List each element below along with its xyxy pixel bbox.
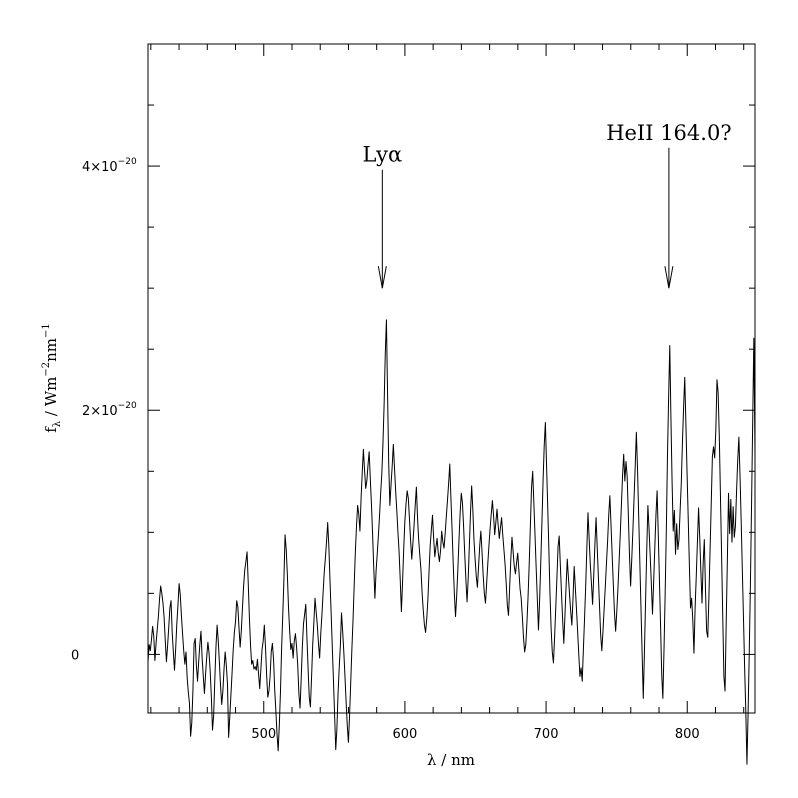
x-tick-label: 800 xyxy=(675,727,700,742)
axis-ticks xyxy=(148,43,755,713)
plot-frame xyxy=(147,43,756,714)
annotation-label: Lyα xyxy=(363,143,403,167)
y-tick-label: 0 xyxy=(71,648,79,663)
x-tick-labels: 500 600 700 800 xyxy=(251,727,699,742)
annotation-arrow-head xyxy=(664,266,674,289)
x-tick-label: 600 xyxy=(393,727,418,742)
y-tick-labels: 0 2×10−20 4×10−20 xyxy=(71,157,137,663)
annotation-label: HeII 164.0? xyxy=(606,121,731,145)
x-tick-label: 500 xyxy=(251,727,276,742)
spectrum-line xyxy=(147,319,756,765)
x-tick-label: 700 xyxy=(534,727,559,742)
y-tick-label: 2×10−20 xyxy=(82,401,137,419)
y-tick-label: 4×10−20 xyxy=(82,157,137,175)
x-axis-label: λ / nm xyxy=(427,751,475,769)
annotation-arrow-head xyxy=(377,266,387,289)
annotations: Lyα HeII 164.0? xyxy=(363,121,732,289)
plot-area xyxy=(147,319,756,765)
y-axis-label: fλ / Wm−2nm−1 xyxy=(41,323,63,433)
